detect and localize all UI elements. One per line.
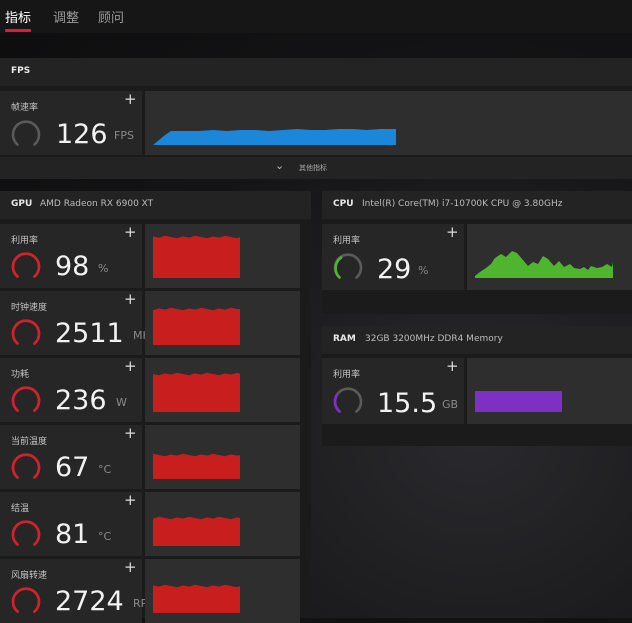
gpu-graph-area <box>153 235 240 278</box>
gpu-metric-graph <box>145 291 300 355</box>
gpu-gauge-icon <box>11 453 41 479</box>
metric-label: 风扇转速 <box>11 571 48 581</box>
fps-unit: FPS <box>114 129 134 142</box>
ram-value: 15.5 <box>377 388 438 419</box>
metric-label: 利用率 <box>11 236 39 246</box>
add-icon[interactable]: + <box>124 290 137 308</box>
gpu-metric-tile: 结温 + 81 °C <box>0 492 142 556</box>
fps-header: FPS <box>0 58 632 86</box>
cpu-graph <box>467 224 632 290</box>
fps-graph-area <box>153 129 409 145</box>
cpu-title: CPU <box>333 199 354 209</box>
gpu-metric-graph <box>145 559 300 623</box>
gpu-metric-unit: °C <box>98 463 112 476</box>
gpu-title: GPU <box>11 199 33 209</box>
gpu-metric-tile: 时钟速度 + 2511 MHz <box>0 290 157 355</box>
more-metrics-label: 其他指标 <box>299 164 327 172</box>
gpu-metric-value: 236 <box>55 385 107 416</box>
cpu-gauge-icon <box>333 253 363 279</box>
gpu-metric-value: 67 <box>55 452 90 483</box>
tab-advisor[interactable]: 顾问 <box>98 11 125 26</box>
chevron-down-icon: ⌄ <box>275 159 285 172</box>
tab-metrics[interactable]: 指标 <box>5 11 32 26</box>
cpu-device-name: Intel(R) Core(TM) i7-10700K CPU @ 3.80GH… <box>362 199 563 209</box>
add-icon[interactable]: + <box>124 357 137 375</box>
more-metrics-toggle[interactable]: ⌄ 其他指标 <box>0 157 632 179</box>
gpu-metric-tile: 利用率 + 98 % <box>0 224 142 288</box>
fps-metric-tile: 帧速率 + 126 FPS <box>0 91 142 155</box>
gpu-graph-area <box>153 516 240 546</box>
gpu-metric-value: 2724 <box>55 586 124 617</box>
gpu-metric-graph <box>145 224 300 288</box>
fps-graph <box>145 91 632 155</box>
gpu-gauge-icon <box>11 319 41 345</box>
metric-label: 功耗 <box>11 370 30 380</box>
ram-header: RAM 32GB 3200MHz DDR4 Memory <box>322 326 632 354</box>
gpu-graph-area <box>153 307 240 345</box>
gpu-metric-value: 81 <box>55 519 90 550</box>
metric-label: 帧速率 <box>11 103 39 113</box>
metric-label: 利用率 <box>333 236 361 246</box>
ram-graph-area <box>475 391 562 412</box>
tab-tuning[interactable]: 调整 <box>53 11 80 26</box>
gpu-metric-value: 2511 <box>55 318 124 349</box>
cpu-header: CPU Intel(R) Core(TM) i7-10700K CPU @ 3.… <box>322 191 632 219</box>
fps-value: 126 <box>56 119 108 150</box>
add-icon[interactable]: + <box>124 491 137 509</box>
ram-device-name: 32GB 3200MHz DDR4 Memory <box>365 334 503 344</box>
ram-graph <box>467 358 632 424</box>
gpu-header: GPU AMD Radeon RX 6900 XT <box>0 191 311 219</box>
tab-bar: 指标 调整 顾问 <box>0 0 632 33</box>
metric-label: 当前温度 <box>11 437 48 447</box>
ram-title: RAM <box>333 334 356 344</box>
gpu-gauge-icon <box>11 520 41 546</box>
cpu-unit: % <box>418 264 429 277</box>
fps-title: FPS <box>11 66 31 76</box>
gpu-metric-unit: % <box>98 262 109 275</box>
add-icon[interactable]: + <box>446 357 459 375</box>
gpu-metric-graph <box>145 425 300 489</box>
gpu-metric-tile: 风扇转速 + 2724 RPM <box>0 558 157 623</box>
cpu-metric-tile: 利用率 + 29 % <box>322 224 464 290</box>
add-icon[interactable]: + <box>124 90 137 108</box>
gpu-gauge-icon <box>11 587 41 613</box>
cpu-value: 29 <box>377 254 412 285</box>
metric-label: 利用率 <box>333 370 361 380</box>
metric-label: 时钟速度 <box>11 303 48 313</box>
active-tab-indicator <box>5 29 31 32</box>
add-icon[interactable]: + <box>124 558 137 576</box>
metric-label: 结温 <box>11 504 30 514</box>
gpu-metric-unit: W <box>116 396 127 409</box>
fps-gauge-icon <box>11 120 41 146</box>
gpu-metric-unit: °C <box>98 530 112 543</box>
ram-metric-tile: 利用率 + 15.5 GB <box>322 358 464 424</box>
gpu-metric-tile: 当前温度 + 67 °C <box>0 425 142 489</box>
gpu-graph-area <box>153 453 240 479</box>
gpu-metric-graph <box>145 492 300 556</box>
gpu-metric-graph <box>145 358 300 422</box>
ram-gauge-icon <box>333 387 363 413</box>
gpu-gauge-icon <box>11 252 41 278</box>
ram-unit: GB <box>442 398 459 411</box>
gpu-graph-area <box>153 372 240 412</box>
gpu-metric-value: 98 <box>55 251 90 282</box>
gpu-metric-tile: 功耗 + 236 W <box>0 358 142 422</box>
cpu-graph-area <box>475 251 613 278</box>
gpu-gauge-icon <box>11 386 41 412</box>
add-icon[interactable]: + <box>446 223 459 241</box>
gpu-device-name: AMD Radeon RX 6900 XT <box>40 199 154 209</box>
add-icon[interactable]: + <box>124 424 137 442</box>
add-icon[interactable]: + <box>124 223 137 241</box>
gpu-graph-area <box>153 584 240 613</box>
